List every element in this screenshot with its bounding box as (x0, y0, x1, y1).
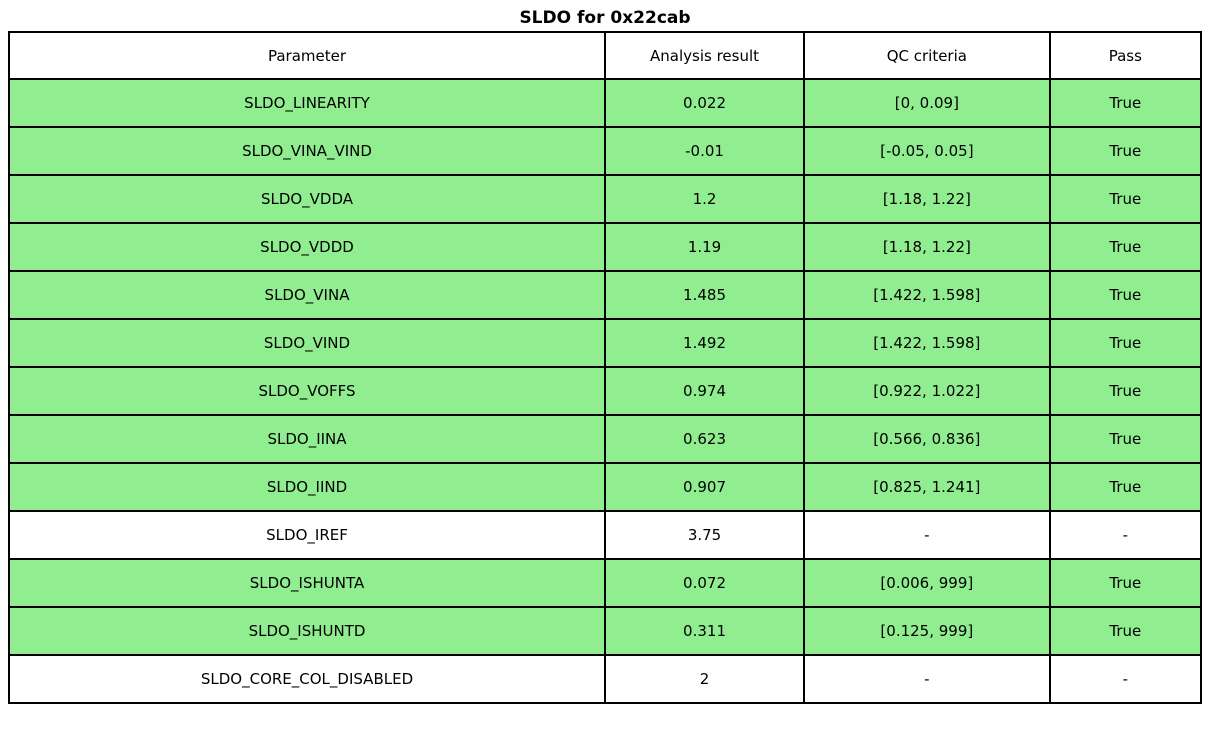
analysis-result-cell: 2 (603, 654, 806, 704)
parameter-cell: SLDO_VINA_VIND (8, 126, 606, 176)
pass-cell: True (1048, 222, 1203, 272)
table-body: SLDO_LINEARITY 0.022 [0, 0.09] True SLDO_VIN… (8, 78, 1203, 704)
parameter-cell: SLDO_LINEARITY (8, 78, 606, 128)
table-row: SLDO_IIND 0.907 [0.825, 1.241] True (8, 462, 1203, 512)
table-row: SLDO_IREF 3.75- - (8, 510, 1203, 560)
analysis-result-cell: 1.485 (603, 270, 806, 320)
table-row: SLDO_CORE_COL_DISABLED 2- - (8, 654, 1203, 704)
qc-criteria-cell: [-0.05, 0.05] (803, 126, 1051, 176)
qc-criteria-cell: [0, 0.09] (803, 78, 1051, 128)
analysis-result-cell: 3.75 (603, 510, 806, 560)
pass-cell: True (1048, 606, 1203, 656)
analysis-result-cell: -0.01 (603, 126, 806, 176)
table-row: SLDO_VOFFS 0.974 [0.922, 1.022] True (8, 366, 1203, 416)
figure-title: SLDO for 0x22cab (519, 8, 691, 28)
pass-cell: True (1048, 462, 1203, 512)
pass-cell: True (1048, 318, 1203, 368)
analysis-result-cell: 0.072 (603, 558, 806, 608)
pass-cell: - (1048, 510, 1203, 560)
parameter-cell: SLDO_VINA (8, 270, 606, 320)
qc-criteria-cell: [1.18, 1.22] (803, 174, 1051, 224)
pass-cell: - (1048, 654, 1203, 704)
header-row: Parameter Analysis result QC criteria Pa… (8, 31, 1203, 80)
qc-criteria-cell: [1.422, 1.598] (803, 318, 1051, 368)
parameter-cell: SLDO_VIND (8, 318, 606, 368)
table-row: SLDO_VINA_VIND -0.01 [-0.05, 0.05] True (8, 126, 1203, 176)
parameter-cell: SLDO_VDDD (8, 222, 606, 272)
qc-results-table: Parameter Analysis result QC criteria Pa… (8, 31, 1203, 704)
parameter-cell: SLDO_VDDA (8, 174, 606, 224)
column-header-qc-criteria: QC criteria (803, 31, 1051, 80)
qc-criteria-cell: [0.006, 999] (803, 558, 1051, 608)
parameter-cell: SLDO_IIND (8, 462, 606, 512)
table-row: SLDO_VINA 1.485 [1.422, 1.598] True (8, 270, 1203, 320)
qc-criteria-cell: - (803, 654, 1051, 704)
table-row: SLDO_ISHUNTA 0.072 [0.006, 999] True (8, 558, 1203, 608)
qc-criteria-cell: - (803, 510, 1051, 560)
pass-cell: True (1048, 366, 1203, 416)
pass-cell: True (1048, 270, 1203, 320)
qc-criteria-cell: [1.18, 1.22] (803, 222, 1051, 272)
pass-cell: True (1048, 558, 1203, 608)
pass-cell: True (1048, 126, 1203, 176)
parameter-cell: SLDO_CORE_COL_DISABLED (8, 654, 606, 704)
column-header-analysis-result: Analysis result (603, 31, 806, 80)
analysis-result-cell: 1.2 (603, 174, 806, 224)
column-header-parameter: Parameter (8, 31, 606, 80)
analysis-result-cell: 0.974 (603, 366, 806, 416)
qc-criteria-cell: [0.566, 0.836] (803, 414, 1051, 464)
parameter-cell: SLDO_ISHUNTA (8, 558, 606, 608)
qc-criteria-cell: [0.125, 999] (803, 606, 1051, 656)
qc-criteria-cell: [1.422, 1.598] (803, 270, 1051, 320)
analysis-result-cell: 1.492 (603, 318, 806, 368)
table-row: SLDO_IINA 0.623 [0.566, 0.836] True (8, 414, 1203, 464)
table-header: Parameter Analysis result QC criteria Pa… (8, 31, 1203, 80)
qc-criteria-cell: [0.825, 1.241] (803, 462, 1051, 512)
table-row: SLDO_VIND 1.492 [1.422, 1.598] True (8, 318, 1203, 368)
parameter-cell: SLDO_IINA (8, 414, 606, 464)
qc-criteria-cell: [0.922, 1.022] (803, 366, 1051, 416)
parameter-cell: SLDO_ISHUNTD (8, 606, 606, 656)
analysis-result-cell: 0.623 (603, 414, 806, 464)
analysis-result-cell: 0.022 (603, 78, 806, 128)
table-row: SLDO_ISHUNTD 0.311 [0.125, 999] True (8, 606, 1203, 656)
analysis-result-cell: 0.311 (603, 606, 806, 656)
pass-cell: True (1048, 414, 1203, 464)
pass-cell: True (1048, 174, 1203, 224)
pass-cell: True (1048, 78, 1203, 128)
parameter-cell: SLDO_VOFFS (8, 366, 606, 416)
parameter-cell: SLDO_IREF (8, 510, 606, 560)
table-row: SLDO_VDDA 1.2 [1.18, 1.22] True (8, 174, 1203, 224)
table-row: SLDO_VDDD 1.19 [1.18, 1.22] True (8, 222, 1203, 272)
analysis-result-cell: 0.907 (603, 462, 806, 512)
table-row: SLDO_LINEARITY 0.022 [0, 0.09] True (8, 78, 1203, 128)
column-header-pass: Pass (1048, 31, 1203, 80)
analysis-result-cell: 1.19 (603, 222, 806, 272)
